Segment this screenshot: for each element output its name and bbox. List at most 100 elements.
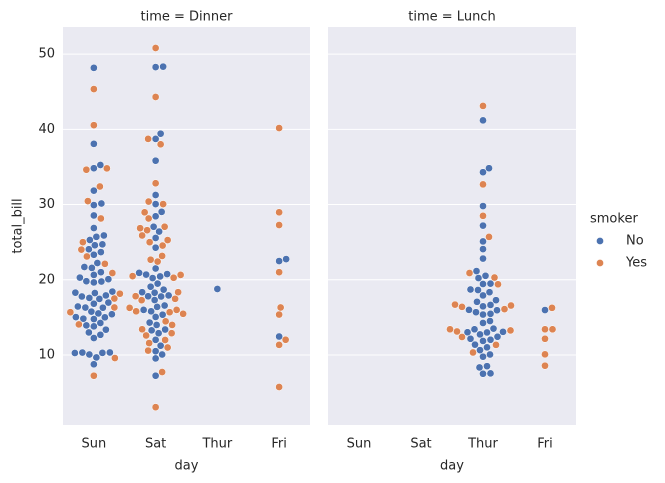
swarm-point	[142, 270, 150, 279]
y-tick-label: 20	[38, 272, 55, 287]
swarm-point	[486, 335, 495, 344]
swarm-point	[80, 263, 89, 271]
swarm-point	[90, 211, 98, 220]
swarm-point	[145, 238, 154, 247]
swarm-point	[275, 268, 283, 277]
swarm-point	[103, 164, 111, 173]
swarm-point	[156, 272, 164, 281]
swarm-point	[158, 368, 166, 376]
x-tick-label: Thur	[467, 437, 498, 452]
swarm-point	[479, 337, 487, 345]
swarm-point	[281, 335, 290, 344]
swarm-point	[147, 326, 156, 335]
swarm-point	[90, 64, 98, 72]
swarm-point	[153, 279, 162, 288]
swarm-point	[157, 208, 166, 216]
x-tick-label: Fri	[537, 437, 553, 452]
swarm-point	[90, 250, 98, 259]
swarm-point	[82, 277, 91, 286]
legend-marker	[596, 259, 604, 267]
swarm-point	[479, 280, 487, 288]
swarm-point	[507, 301, 515, 310]
swarm-point	[466, 334, 475, 343]
swarm-point	[92, 353, 101, 362]
swarm-point	[483, 362, 491, 371]
swarm-point	[93, 259, 102, 267]
swarm-point	[494, 280, 502, 289]
y-tick-label: 40	[38, 122, 55, 137]
swarm-point	[151, 243, 160, 252]
swarm-point	[492, 296, 500, 305]
swarm-point	[466, 285, 475, 294]
swarm-point	[179, 309, 187, 318]
swarm-point	[541, 350, 549, 359]
swarm-point	[74, 302, 82, 311]
swarm-point	[97, 248, 105, 256]
swarm-point	[90, 299, 98, 308]
swarm-point	[77, 245, 86, 254]
swarm-point	[469, 348, 477, 357]
swarm-point	[479, 369, 487, 378]
swarm-point	[90, 201, 98, 209]
swarm-point	[163, 343, 172, 352]
swarm-point	[79, 238, 87, 247]
swarm-point	[476, 330, 484, 339]
swarm-point	[139, 306, 148, 314]
swarm-point	[152, 321, 161, 329]
swarm-point	[472, 267, 481, 275]
swarm-point	[88, 264, 96, 272]
swarm-point	[458, 303, 466, 311]
swarm-point	[87, 307, 96, 316]
swarm-point	[541, 334, 549, 343]
x-tick-label: Sat	[145, 437, 166, 452]
swarm-point	[275, 383, 283, 391]
x-axis-label: day	[175, 459, 199, 474]
swarm-point	[85, 294, 94, 302]
y-tick-label: 30	[38, 197, 55, 212]
swarm-point	[151, 93, 160, 101]
swarm-point	[79, 314, 88, 323]
swarm-point	[144, 346, 152, 355]
swarm-point	[96, 182, 104, 191]
swarm-point	[144, 197, 153, 206]
swarm-point	[275, 124, 283, 132]
legend-label: No	[626, 234, 644, 249]
swarm-point	[102, 291, 110, 300]
panel-title: time = Lunch	[408, 10, 495, 25]
swarm-point	[465, 306, 473, 314]
swarm-point	[463, 328, 472, 337]
swarm-point	[479, 116, 487, 125]
swarm-point	[98, 240, 107, 249]
swarm-point	[71, 288, 80, 297]
swarm-point	[474, 286, 482, 294]
swarm-point	[164, 291, 173, 300]
swarm-point	[140, 208, 149, 217]
swarm-point	[100, 231, 108, 240]
swarm-point	[72, 313, 80, 321]
swarm-point	[275, 208, 283, 217]
swarm-point	[151, 135, 160, 143]
swarm-point	[479, 102, 487, 110]
swarm-point	[479, 319, 487, 327]
swarm-point	[486, 309, 495, 318]
swarm-point	[90, 334, 98, 342]
y-tick-label: 50	[38, 47, 55, 62]
swarm-point	[158, 241, 167, 250]
swarm-point	[78, 348, 87, 357]
x-axis-label: day	[440, 459, 464, 474]
swarm-point	[145, 318, 154, 327]
swarm-point	[159, 200, 167, 208]
swarm-point	[78, 292, 86, 301]
swarm-point	[486, 279, 495, 288]
swarm-point	[485, 233, 493, 241]
y-tick-label: 10	[38, 348, 55, 363]
swarm-point	[148, 274, 157, 282]
swarm-point	[142, 331, 150, 340]
swarm-point	[151, 347, 160, 356]
x-tick-label: Fri	[271, 437, 287, 452]
plot-background	[63, 27, 310, 425]
swarm-point	[174, 288, 182, 297]
swarm-point	[90, 371, 98, 380]
swarm-point	[145, 339, 153, 347]
swarm-point	[176, 271, 185, 279]
